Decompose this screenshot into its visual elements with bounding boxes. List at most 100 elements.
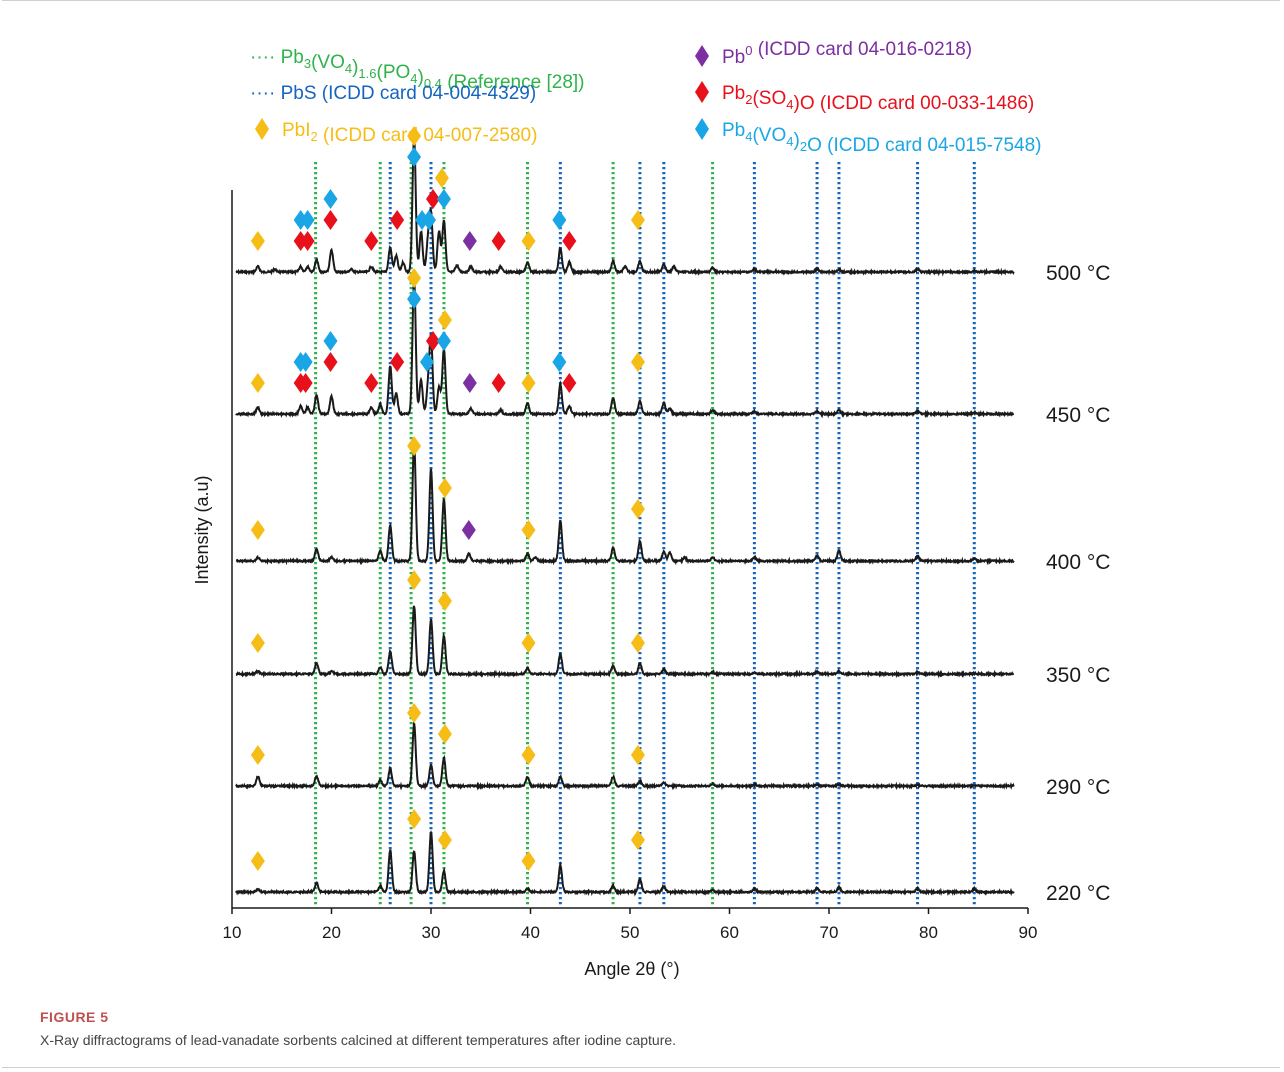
phase-marker-icon (521, 373, 536, 393)
phase-marker-icon (521, 520, 536, 540)
phase-marker-icon (407, 436, 422, 456)
series-label: 400 °C (1046, 551, 1110, 574)
phase-marker-icon (407, 126, 422, 146)
phase-marker-icon (436, 189, 451, 209)
phase-marker-icon (630, 352, 645, 372)
x-tick-label: 90 (1019, 923, 1038, 942)
phase-marker-icon (630, 745, 645, 765)
phase-marker-icon (437, 591, 452, 611)
series-label: 290 °C (1046, 776, 1110, 799)
phase-marker-icon (461, 520, 476, 540)
phase-marker-icon (364, 373, 379, 393)
phase-marker-icon (425, 189, 440, 209)
trace-line (235, 442, 1015, 566)
trace-line (235, 276, 1015, 419)
trace-line (235, 721, 1015, 791)
x-tick-label: 30 (422, 923, 441, 942)
legend-item-green: ···· Pb3(VO4)1.6(PO4)0.4 (Reference [28]… (250, 47, 585, 93)
x-tick-label: 10 (223, 923, 242, 942)
y-axis-label: Intensity (a.u) (192, 475, 212, 584)
phase-marker-icon (407, 268, 422, 288)
phase-marker-icon (250, 373, 265, 393)
phase-marker-icon (437, 724, 452, 744)
axes: 10 20 30 40 50 60 70 80 90 (223, 190, 1038, 942)
legend-item-purple: Pb0 (ICDD card 04-016-0218) (722, 39, 972, 68)
legend-item-dark_blue: ···· PbS (ICDD card 04-004-4329) (250, 83, 536, 104)
phase-marker-icon (552, 210, 567, 230)
phase-marker-icon (630, 499, 645, 519)
phase-marker-icon (491, 231, 506, 251)
phase-markers (250, 126, 645, 871)
x-tick-label: 60 (720, 923, 739, 942)
phase-marker-icon (521, 231, 536, 251)
figure-caption: X-Ray diffractograms of lead-vanadate so… (40, 1032, 677, 1048)
xrd-chart: 500 °C 450 °C 400 °C 350 °C 290 °C 220 °C 10 2… (192, 39, 1110, 979)
legend-diamond-icon (255, 118, 269, 140)
phase-marker-icon (250, 633, 265, 653)
x-tick-label: 80 (919, 923, 938, 942)
phase-marker-icon (462, 373, 477, 393)
phase-marker-icon (300, 231, 315, 251)
legend: ···· Pb3(VO4)1.6(PO4)0.4 (Reference [28]… (250, 39, 1042, 156)
legend-diamond-icon (695, 118, 709, 140)
phase-marker-icon (462, 231, 477, 251)
phase-marker-icon (250, 231, 265, 251)
phase-marker-icon (407, 703, 422, 723)
phase-marker-icon (562, 231, 577, 251)
figure-label: FIGURE 5 (40, 1009, 109, 1025)
phase-marker-icon (521, 851, 536, 871)
series-label: 350 °C (1046, 664, 1110, 687)
diffractogram-traces: 500 °C 450 °C 400 °C 350 °C 290 °C 220 °C (235, 136, 1110, 905)
x-tick-label: 70 (820, 923, 839, 942)
phase-marker-icon (562, 373, 577, 393)
phase-marker-icon (552, 352, 567, 372)
phase-marker-icon (521, 745, 536, 765)
phase-marker-icon (420, 352, 435, 372)
series-label: 500 °C (1046, 262, 1110, 285)
phase-marker-icon (390, 352, 405, 372)
phase-marker-icon (364, 231, 379, 251)
trace-line (235, 136, 1015, 277)
phase-marker-icon (323, 210, 338, 230)
phase-marker-icon (298, 352, 313, 372)
phase-marker-icon (323, 189, 338, 209)
phase-marker-icon (630, 210, 645, 230)
phase-marker-icon (323, 331, 338, 351)
legend-item-gold: PbI2 (ICDD card 04-007-2580) (282, 120, 537, 146)
phase-marker-icon (437, 478, 452, 498)
x-tick-label: 50 (621, 923, 640, 942)
phase-marker-icon (250, 851, 265, 871)
x-tick-label: 40 (521, 923, 540, 942)
phase-marker-icon (407, 809, 422, 829)
legend-item-red: Pb2(SO4)O (ICDD card 00-033-1486) (722, 83, 1034, 114)
trace-line (235, 830, 1015, 897)
phase-marker-icon (437, 830, 452, 850)
phase-marker-icon (300, 210, 315, 230)
legend-diamond-icon (695, 81, 709, 103)
phase-marker-icon (437, 310, 452, 330)
phase-marker-icon (630, 633, 645, 653)
phase-marker-icon (436, 331, 451, 351)
phase-marker-icon (491, 373, 506, 393)
x-tick-label: 20 (322, 923, 341, 942)
phase-marker-icon (407, 570, 422, 590)
phase-marker-icon (250, 745, 265, 765)
phase-marker-icon (407, 147, 422, 167)
phase-marker-icon (390, 210, 405, 230)
phase-marker-icon (298, 373, 313, 393)
phase-marker-icon (434, 168, 449, 188)
phase-marker-icon (407, 289, 422, 309)
legend-item-light_blue: Pb4(VO4)2O (ICDD card 04-015-7548) (722, 120, 1042, 156)
series-label: 450 °C (1046, 404, 1110, 427)
trace-line (235, 605, 1015, 679)
phase-marker-icon (323, 352, 338, 372)
phase-marker-icon (422, 210, 437, 230)
phase-marker-icon (630, 830, 645, 850)
phase-marker-icon (250, 520, 265, 540)
phase-marker-icon (425, 331, 440, 351)
legend-diamond-icon (695, 45, 709, 67)
series-label: 220 °C (1046, 882, 1110, 905)
phase-marker-icon (521, 633, 536, 653)
x-axis-label: Angle 2θ (°) (584, 959, 679, 979)
